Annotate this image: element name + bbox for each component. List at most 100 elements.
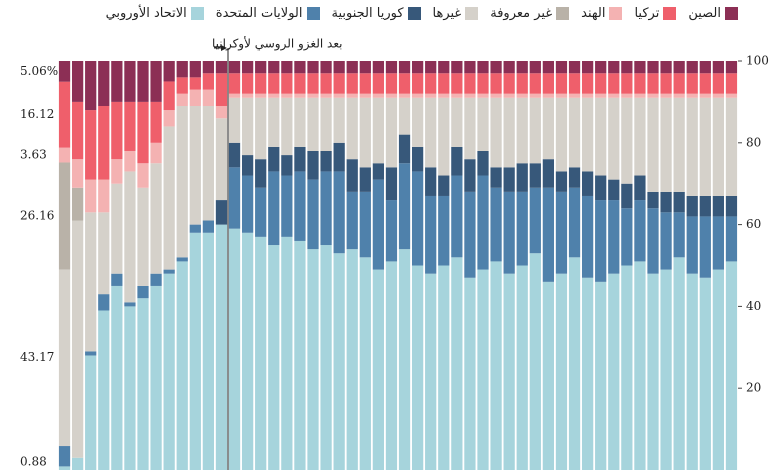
bar-segment: [686, 273, 698, 470]
bar-segment: [464, 191, 476, 278]
bar-segment: [137, 61, 149, 102]
bar-segment: [372, 97, 385, 164]
bar-segment: [85, 179, 97, 213]
bar-segment: [621, 265, 633, 470]
bar-segment: [438, 61, 450, 74]
segment-label: 16.12: [20, 107, 54, 121]
bar-segment: [137, 187, 149, 286]
bar-segment: [228, 167, 241, 229]
bar-segment: [464, 93, 476, 98]
bar-segment: [189, 61, 201, 78]
legend-label: الولايات المتحدة: [215, 6, 303, 21]
bar-segment: [712, 269, 725, 470]
bar-segment: [699, 195, 711, 217]
bar-segment: [398, 249, 411, 470]
bar-segment: [647, 61, 659, 74]
bar-segment: [542, 281, 555, 470]
bar-segment: [608, 273, 620, 470]
bar-segment: [294, 171, 306, 241]
bar-segment: [307, 179, 319, 250]
bar-segment: [372, 179, 385, 270]
bar-segment: [189, 89, 201, 106]
bar-segment: [228, 73, 241, 94]
bar-segment: [359, 97, 371, 168]
bar-segment: [608, 73, 620, 94]
bar-segment: [464, 73, 476, 94]
bar-segment: [241, 232, 254, 470]
bar-segment: [346, 61, 358, 74]
legend-label: كوريا الجنوبية: [331, 6, 404, 21]
bar-segment: [202, 61, 215, 74]
bar-segment: [660, 97, 672, 192]
bar-segment: [568, 187, 581, 258]
bar-segment: [464, 159, 476, 192]
bar-segment: [529, 61, 541, 74]
bar-segment: [137, 101, 149, 164]
bar-segment: [176, 261, 188, 470]
bar-segment: [111, 101, 123, 160]
legend-label: الهند: [581, 6, 606, 21]
bar-segment: [137, 163, 149, 188]
bar-segment: [281, 175, 293, 237]
bar-segment: [503, 93, 515, 98]
bar-segment: [725, 97, 738, 196]
bar-segment: [490, 93, 502, 98]
bar-segment: [660, 93, 672, 98]
bar-segment: [595, 281, 607, 470]
bar-segment: [568, 97, 581, 168]
bar-segment: [71, 159, 84, 188]
bar-segment: [673, 257, 685, 470]
bar-segment: [425, 273, 437, 470]
bar-segment: [490, 187, 502, 262]
bar-segment: [346, 191, 358, 250]
bar-segment: [686, 97, 698, 196]
bar-segment: [529, 253, 541, 470]
bar-segment: [202, 105, 215, 221]
bar-segment: [137, 298, 149, 470]
bar-segment: [176, 77, 188, 94]
bar-segment: [725, 73, 738, 94]
bar-segment: [451, 257, 463, 470]
legend-swatch: [609, 7, 623, 20]
bar-segment: [215, 224, 228, 470]
bar-segment: [268, 93, 280, 98]
bar-segment: [215, 105, 228, 119]
bar-segment: [189, 224, 201, 233]
legend-swatch: [407, 7, 421, 20]
bar-segment: [255, 236, 267, 470]
bar-segment: [464, 61, 476, 74]
bar-segment: [176, 105, 188, 258]
bar-segment: [320, 73, 332, 94]
bar-segment: [150, 61, 162, 102]
bar-segment: [202, 73, 215, 90]
bar-segment: [438, 265, 450, 470]
bar-segment: [124, 171, 136, 303]
bar-segment: [542, 187, 555, 282]
bar-segment: [581, 61, 594, 74]
bar-segment: [71, 61, 84, 102]
bar-segment: [621, 208, 633, 266]
bar-segment: [699, 277, 711, 470]
bar-segment: [359, 73, 371, 94]
bar-segment: [438, 195, 450, 266]
bar-segment: [516, 61, 528, 74]
bar-segment: [581, 195, 594, 278]
legend-swatch: [190, 7, 204, 20]
bar-segment: [608, 97, 620, 180]
bar-segment: [686, 216, 698, 274]
bar-segment: [529, 187, 541, 254]
bar-segment: [411, 146, 424, 172]
bar-segment: [398, 163, 411, 250]
bar-segment: [464, 277, 476, 470]
bar-segment: [595, 73, 607, 94]
bar-segment: [150, 285, 162, 470]
bar-segment: [712, 195, 725, 217]
bar-segment: [555, 171, 568, 192]
bar-segment: [477, 73, 489, 94]
bar-segment: [595, 93, 607, 98]
bar-segment: [477, 61, 489, 74]
bar-segment: [150, 142, 162, 164]
bar-segment: [385, 97, 398, 168]
bar-segment: [568, 93, 581, 98]
bar-segment: [555, 73, 568, 94]
